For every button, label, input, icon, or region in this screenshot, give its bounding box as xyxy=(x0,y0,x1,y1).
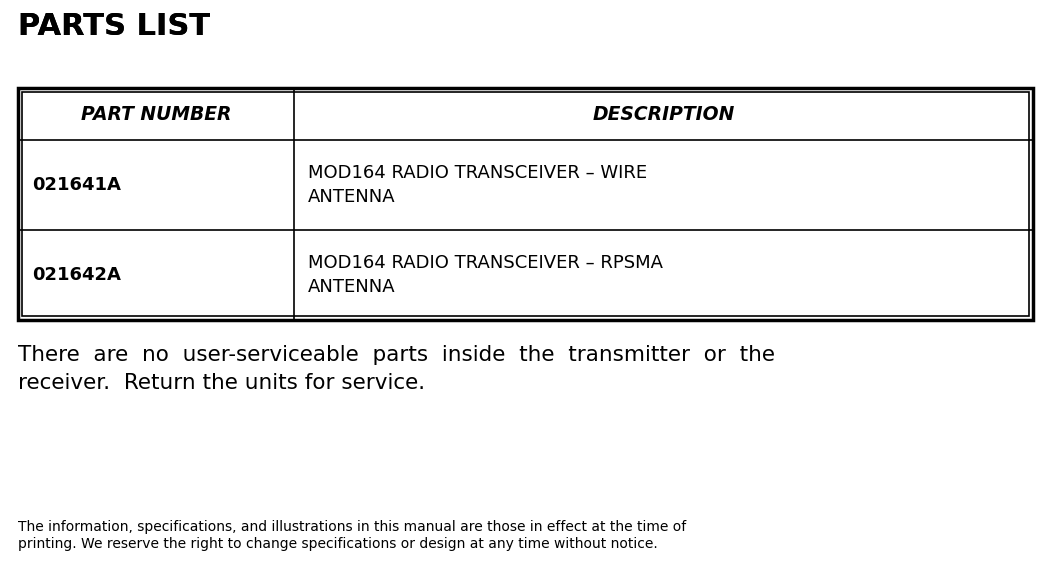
Text: PART NUMBER: PART NUMBER xyxy=(81,104,231,123)
Text: 021642A: 021642A xyxy=(32,266,121,284)
Text: The information, specifications, and illustrations in this manual are those in e: The information, specifications, and ill… xyxy=(18,520,686,534)
Text: PARTS LIST: PARTS LIST xyxy=(18,12,210,41)
Text: DESCRIPTION: DESCRIPTION xyxy=(593,104,735,123)
Text: MOD164 RADIO TRANSCEIVER – WIRE
ANTENNA: MOD164 RADIO TRANSCEIVER – WIRE ANTENNA xyxy=(308,164,647,206)
Bar xyxy=(18,88,1033,320)
Text: receiver.  Return the units for service.: receiver. Return the units for service. xyxy=(18,373,425,393)
Text: MOD164 RADIO TRANSCEIVER – RPSMA
ANTENNA: MOD164 RADIO TRANSCEIVER – RPSMA ANTENNA xyxy=(308,254,663,296)
Text: There  are  no  user-serviceable  parts  inside  the  transmitter  or  the: There are no user-serviceable parts insi… xyxy=(18,345,775,365)
Text: PARTS LIST: PARTS LIST xyxy=(18,12,210,41)
Text: printing. We reserve the right to change specifications or design at any time wi: printing. We reserve the right to change… xyxy=(18,537,658,551)
Text: 021641A: 021641A xyxy=(32,176,121,194)
Bar xyxy=(22,92,1029,316)
